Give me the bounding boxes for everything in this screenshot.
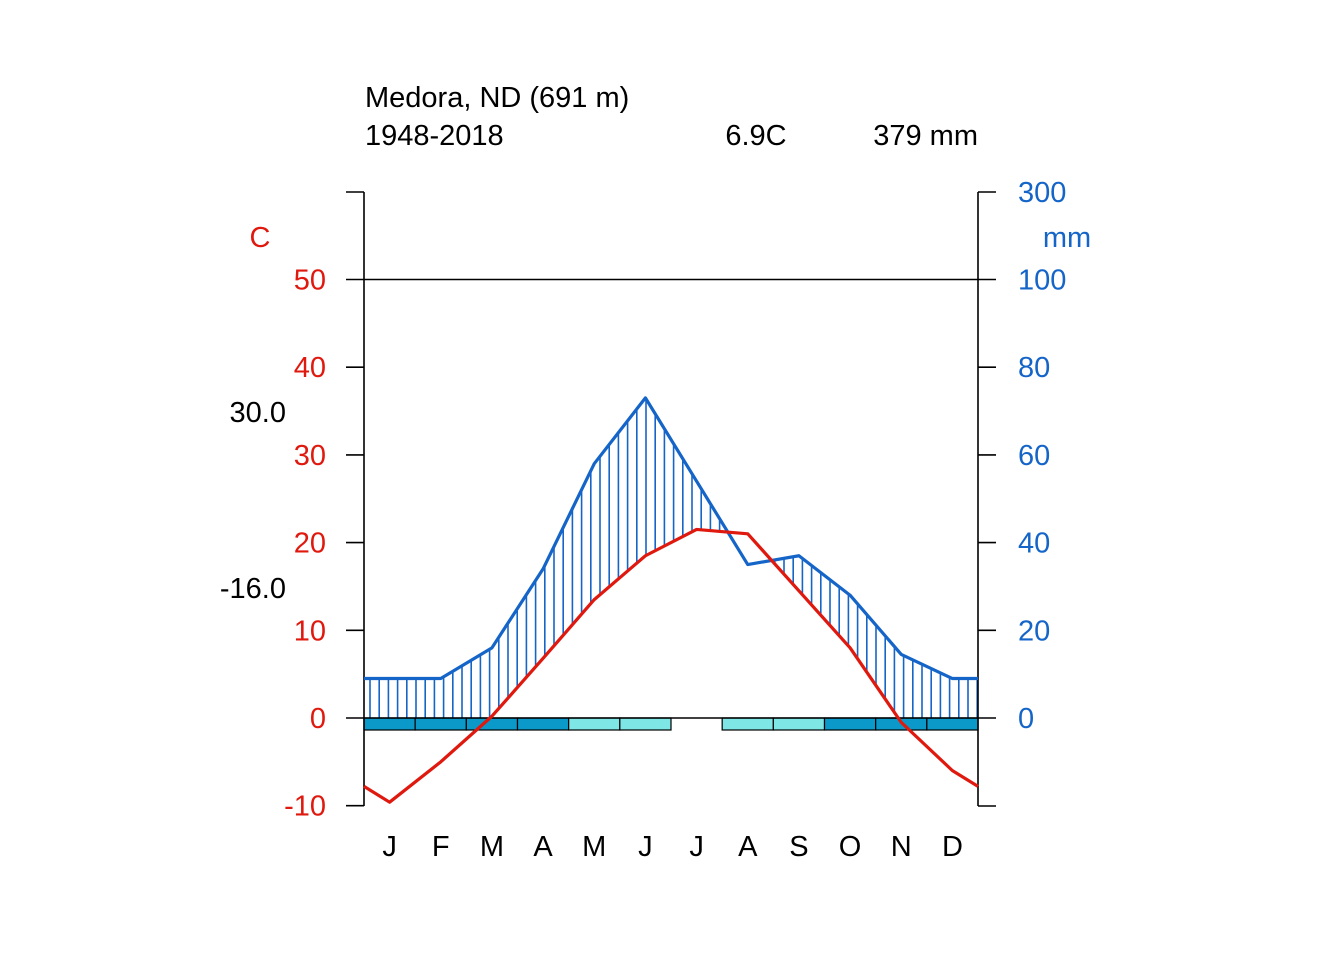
left-tick-label: 40 [294, 352, 326, 384]
month-label: M [480, 831, 504, 863]
month-label: J [382, 831, 397, 863]
precipitation-line [364, 396, 978, 681]
frost-month-8-probable [721, 717, 774, 731]
series-lines [363, 396, 979, 804]
frost-month-10-certain [823, 717, 877, 731]
right-tick-label: 300 [1018, 177, 1066, 209]
left-tick-label: 0 [310, 703, 326, 735]
right-tick-label: 20 [1018, 615, 1050, 647]
month-label: A [533, 831, 553, 863]
frost-month-5-probable [568, 717, 621, 731]
left-tick-label: -10 [284, 791, 326, 823]
frost-month-9-probable [772, 717, 826, 731]
frost-month-3-certain [465, 717, 519, 731]
frost-month-6-probable [619, 717, 672, 731]
right-tick-label: 0 [1018, 703, 1034, 735]
period-label: 1948-2018 [365, 120, 504, 152]
left-tick-label: 10 [294, 615, 326, 647]
month-label: F [432, 831, 450, 863]
month-label: D [942, 831, 963, 863]
annual-precipitation-label: 379 mm [873, 120, 978, 152]
axes [346, 191, 996, 807]
temperature-unit-label: C [250, 222, 271, 254]
month-label: A [738, 831, 758, 863]
precipitation-unit-label: mm [1043, 222, 1091, 254]
right-tick-label: 40 [1018, 528, 1050, 560]
precipitation-surplus-hatching [369, 398, 979, 718]
month-label: S [789, 831, 808, 863]
station-title: Medora, ND (691 m) [365, 82, 629, 114]
left-tick-label: 30 [294, 440, 326, 472]
frost-month-12-certain [926, 717, 979, 731]
mean-temperature-label: 6.9C [725, 120, 786, 152]
min-temp-side-label: -16.0 [220, 573, 286, 605]
left-tick-label: 20 [294, 528, 326, 560]
right-tick-label: 100 [1018, 265, 1066, 297]
frost-month-1-certain [363, 717, 416, 731]
month-label: J [689, 831, 704, 863]
max-temp-side-label: 30.0 [230, 397, 286, 429]
frost-month-2-certain [414, 717, 467, 731]
month-label: M [582, 831, 606, 863]
frost-bar [363, 717, 979, 731]
left-tick-label: 50 [294, 265, 326, 297]
month-label: J [638, 831, 653, 863]
right-tick-label: 80 [1018, 352, 1050, 384]
month-label: O [839, 831, 862, 863]
temperature-line [363, 527, 979, 804]
month-label: N [891, 831, 912, 863]
frost-month-4-certain [516, 717, 570, 731]
right-tick-label: 60 [1018, 440, 1050, 472]
